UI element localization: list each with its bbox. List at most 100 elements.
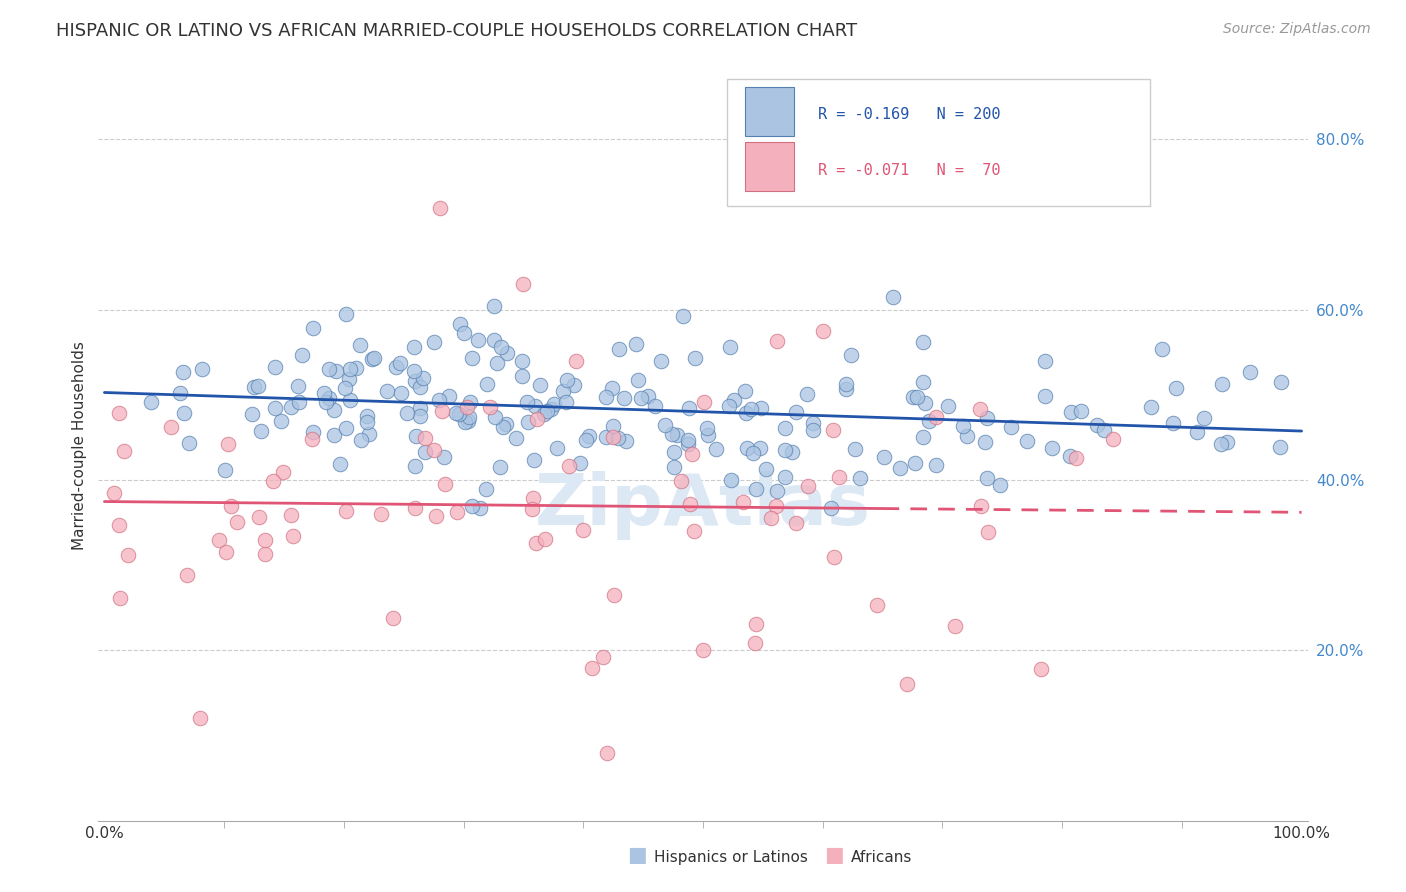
Point xyxy=(681,447,703,461)
Point xyxy=(495,417,517,431)
Point xyxy=(578,429,600,443)
Point xyxy=(208,533,231,547)
FancyBboxPatch shape xyxy=(745,142,794,191)
Point xyxy=(425,509,447,524)
Point xyxy=(803,416,825,430)
Point xyxy=(242,380,264,394)
Point xyxy=(748,441,770,455)
Point xyxy=(404,501,426,516)
Point xyxy=(683,524,706,538)
Point xyxy=(103,486,125,500)
Point xyxy=(744,636,766,650)
Text: HISPANIC OR LATINO VS AFRICAN MARRIED-COUPLE HOUSEHOLDS CORRELATION CHART: HISPANIC OR LATINO VS AFRICAN MARRIED-CO… xyxy=(56,22,858,40)
Point xyxy=(901,390,924,404)
FancyBboxPatch shape xyxy=(727,78,1150,206)
Point xyxy=(280,508,302,522)
Point xyxy=(759,510,782,524)
Point xyxy=(828,470,851,484)
Point xyxy=(696,427,718,442)
Point xyxy=(404,458,426,473)
Point xyxy=(745,482,768,496)
Point xyxy=(405,429,427,443)
Point xyxy=(404,374,426,388)
Point xyxy=(335,307,357,321)
Point xyxy=(602,419,624,434)
Point xyxy=(263,401,285,415)
Text: R = -0.071   N =  70: R = -0.071 N = 70 xyxy=(818,163,1001,178)
Point xyxy=(637,389,659,403)
Point xyxy=(468,500,491,515)
Point xyxy=(823,423,845,437)
Point xyxy=(492,420,515,434)
Point xyxy=(607,431,630,445)
Point xyxy=(415,431,437,445)
Point xyxy=(749,401,772,416)
Point xyxy=(516,394,538,409)
Point xyxy=(214,462,236,476)
Point xyxy=(546,441,568,455)
Point xyxy=(457,413,479,427)
Text: Source: ZipAtlas.com: Source: ZipAtlas.com xyxy=(1223,22,1371,37)
Point xyxy=(976,525,998,540)
Point xyxy=(1216,435,1239,450)
Point xyxy=(1087,418,1109,433)
Point xyxy=(225,515,247,529)
Point xyxy=(510,369,533,384)
Point xyxy=(361,351,384,366)
Point xyxy=(592,650,614,665)
Point xyxy=(444,405,467,419)
Point xyxy=(433,450,456,464)
Point xyxy=(1161,416,1184,430)
Point xyxy=(820,500,842,515)
Point xyxy=(602,430,624,444)
Point xyxy=(485,356,508,370)
Point xyxy=(650,354,672,368)
Point xyxy=(644,400,666,414)
Point xyxy=(323,403,346,417)
Point xyxy=(1239,365,1261,379)
Y-axis label: Married-couple Households: Married-couple Households xyxy=(72,342,87,550)
Point xyxy=(461,499,484,513)
Point xyxy=(569,457,592,471)
Point xyxy=(159,419,181,434)
Point xyxy=(943,619,966,633)
Point xyxy=(404,340,426,354)
Point xyxy=(801,423,824,437)
Point xyxy=(475,376,498,391)
Point xyxy=(339,362,361,376)
Text: Africans: Africans xyxy=(851,850,912,865)
Point xyxy=(889,460,911,475)
Point xyxy=(460,395,482,409)
Point xyxy=(356,416,378,430)
Point xyxy=(796,478,818,492)
Point xyxy=(564,378,586,392)
Point xyxy=(1064,451,1087,466)
Point xyxy=(482,299,505,313)
Point xyxy=(911,430,934,444)
Point xyxy=(596,746,619,760)
Point xyxy=(254,533,277,547)
Point xyxy=(302,321,325,335)
Point xyxy=(654,417,676,432)
Point xyxy=(350,433,373,447)
Point xyxy=(173,406,195,420)
Point xyxy=(253,547,276,561)
FancyBboxPatch shape xyxy=(745,87,794,136)
Point xyxy=(970,499,993,513)
Point xyxy=(1102,432,1125,446)
Point xyxy=(363,351,385,366)
Point xyxy=(627,373,650,387)
Point xyxy=(287,378,309,392)
Point xyxy=(664,460,686,475)
Point xyxy=(735,442,758,456)
Point xyxy=(600,381,623,395)
Point xyxy=(475,482,498,496)
Point xyxy=(896,677,918,691)
Point xyxy=(524,536,547,550)
Point xyxy=(595,430,617,444)
Point xyxy=(882,289,904,303)
Point xyxy=(624,337,647,351)
Point xyxy=(1060,405,1083,419)
Point xyxy=(382,611,405,625)
Point xyxy=(766,334,789,348)
